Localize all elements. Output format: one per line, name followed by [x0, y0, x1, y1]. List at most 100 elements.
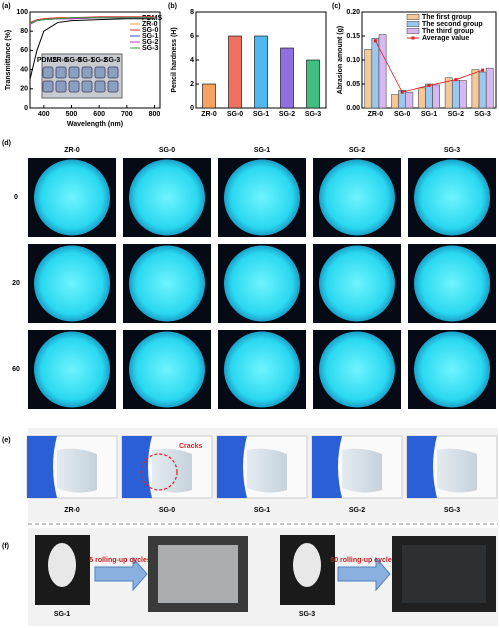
inset-label: ZR-0	[52, 57, 68, 64]
inset-label: PDMS	[37, 57, 58, 64]
bar	[425, 83, 433, 109]
legend-swatch	[406, 14, 420, 20]
x-tick-label: SG-3	[474, 111, 490, 118]
bar	[202, 83, 216, 109]
bar	[391, 94, 399, 109]
panel-label: (f)	[2, 543, 9, 550]
row-label: 0	[14, 194, 18, 201]
y-tick-label: 6	[190, 33, 194, 40]
photo-disc	[34, 245, 110, 322]
glove	[27, 436, 57, 498]
bar	[280, 47, 294, 109]
x-tick-label: ZR-0	[368, 111, 384, 118]
photo-disc	[414, 159, 490, 236]
sample-label: SG-1	[54, 611, 70, 618]
legend-label: Average value	[422, 35, 469, 42]
bar	[418, 87, 426, 109]
y-tick-label: 0.05	[346, 81, 360, 88]
legend-label: SG-3	[142, 45, 158, 52]
x-tick-label: SG-3	[305, 111, 321, 118]
film	[158, 545, 238, 603]
panel-label: (b)	[168, 3, 177, 10]
y-tick-label: 4	[190, 57, 194, 64]
photo-disc	[224, 331, 300, 408]
bar	[228, 35, 242, 109]
y-tick-label: 0.10	[346, 57, 360, 64]
bar	[378, 34, 387, 109]
y-tick-label: 80	[20, 28, 28, 35]
bar	[485, 67, 494, 109]
inset-sample	[42, 80, 54, 93]
line-series	[29, 18, 155, 80]
y-axis-label: Abrasion amount (g)	[337, 26, 344, 94]
y-tick-label: 60	[20, 47, 28, 54]
bar	[432, 84, 440, 109]
bar	[459, 80, 467, 109]
legend-label: The second group	[422, 21, 483, 28]
panel-label: (c)	[332, 3, 341, 10]
cycles-label: 50 rolling-up cycles	[330, 557, 395, 564]
photo-disc	[319, 331, 395, 408]
inset-sample	[81, 66, 93, 79]
glove	[217, 436, 247, 498]
y-axis-label: Transmittance (%)	[5, 30, 12, 90]
y-tick-label: 0.15	[346, 33, 360, 40]
inset-sample	[55, 80, 67, 93]
inset-label: SG-2	[91, 57, 107, 64]
bar	[254, 35, 268, 109]
photo-disc	[34, 331, 110, 408]
bar	[471, 69, 480, 109]
y-tick-label: 2	[190, 81, 194, 88]
x-tick-label: SG-1	[253, 111, 269, 118]
glove	[407, 436, 437, 498]
glove	[312, 436, 342, 498]
column-label: SG-0	[159, 147, 175, 154]
y-tick-label: 40	[20, 66, 28, 73]
y-tick-label: 100	[16, 9, 28, 16]
photo-disc	[129, 331, 205, 408]
photo-disc	[224, 159, 300, 236]
x-tick-label: SG-0	[394, 111, 410, 118]
bar	[478, 71, 487, 109]
sample-label: SG-0	[159, 507, 175, 514]
cycles-label: 5 rolling-up cycles	[89, 557, 151, 564]
y-tick-label: 0.00	[346, 105, 360, 112]
bar	[306, 59, 320, 109]
photo-disc	[414, 245, 490, 322]
x-tick-label: 500	[66, 111, 78, 118]
inset-sample	[107, 66, 119, 79]
inset-sample	[107, 80, 119, 93]
legend-marker	[411, 36, 415, 40]
inset-label: SG-0	[65, 57, 81, 64]
glove	[122, 436, 152, 498]
bar	[364, 49, 373, 109]
sample-label: ZR-0	[64, 507, 80, 514]
x-tick-label: ZR-0	[201, 111, 217, 118]
panel-label: (d)	[2, 140, 11, 147]
inset-sample	[94, 80, 106, 93]
legend-label: The first group	[422, 14, 471, 21]
x-tick-label: 600	[93, 111, 105, 118]
y-axis-label: Pencil hardness (H)	[171, 27, 178, 92]
legend-label: PDMS	[142, 15, 163, 22]
x-tick-label: SG-2	[448, 111, 464, 118]
film	[152, 448, 192, 493]
annotation: Cracks	[179, 443, 202, 450]
film	[402, 545, 486, 603]
arrow	[94, 556, 148, 592]
photo-disc	[414, 331, 490, 408]
sample-label: SG-3	[299, 611, 315, 618]
photo-disc	[129, 245, 205, 322]
bar	[444, 77, 453, 109]
y-tick-label: 0.20	[346, 9, 360, 16]
inset-sample	[68, 66, 80, 79]
line-series	[29, 17, 155, 24]
photo-disc	[319, 245, 395, 322]
inset-label: SG-1	[78, 57, 94, 64]
legend-label: The third group	[422, 28, 474, 35]
sample-label: SG-3	[444, 507, 460, 514]
x-tick-label: 400	[38, 111, 50, 118]
y-tick-label: 0	[24, 105, 28, 112]
inset-label: SG-3	[104, 57, 120, 64]
column-label: SG-1	[254, 147, 270, 154]
